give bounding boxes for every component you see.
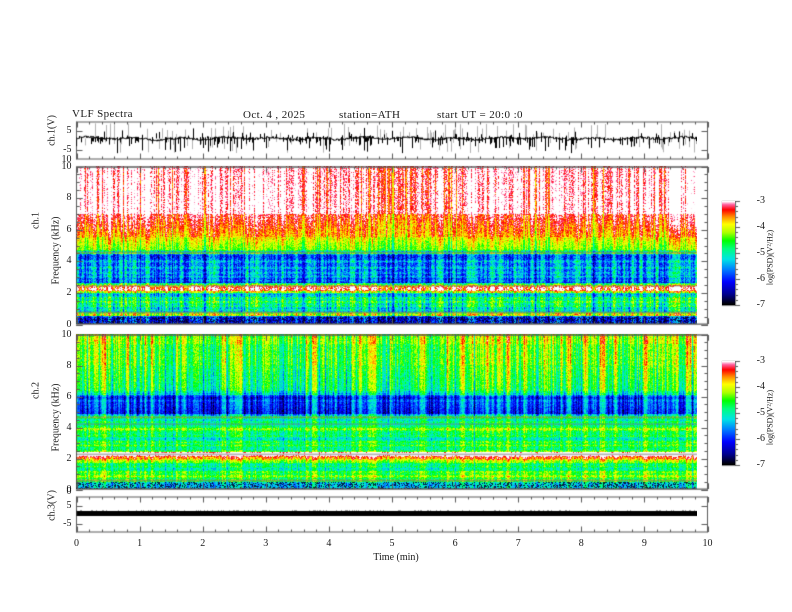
colorbar-ch1-label: log(PSD)(V²/Hz) — [765, 229, 775, 286]
colorbar-ch2-label: log(PSD)(V²/Hz) — [765, 389, 775, 446]
ch2-spec-axis-label-freq: Frequency (kHz) — [50, 383, 62, 452]
ch3-wave-axis-label: ch.3(V) — [46, 490, 58, 521]
x-axis-label: Time (min) — [373, 552, 419, 563]
ch1-spec-axis-label-freq: Frequency (kHz) — [50, 216, 62, 285]
colorbar-ch1 — [722, 201, 735, 305]
ch1-spec-axis-label-ch: ch.1 — [30, 212, 42, 229]
colorbar-ch2 — [722, 361, 735, 465]
ch2-spec-axis-label-ch: ch.2 — [30, 382, 42, 399]
ch1-wave-axis-label: ch.1(V) — [46, 115, 58, 146]
